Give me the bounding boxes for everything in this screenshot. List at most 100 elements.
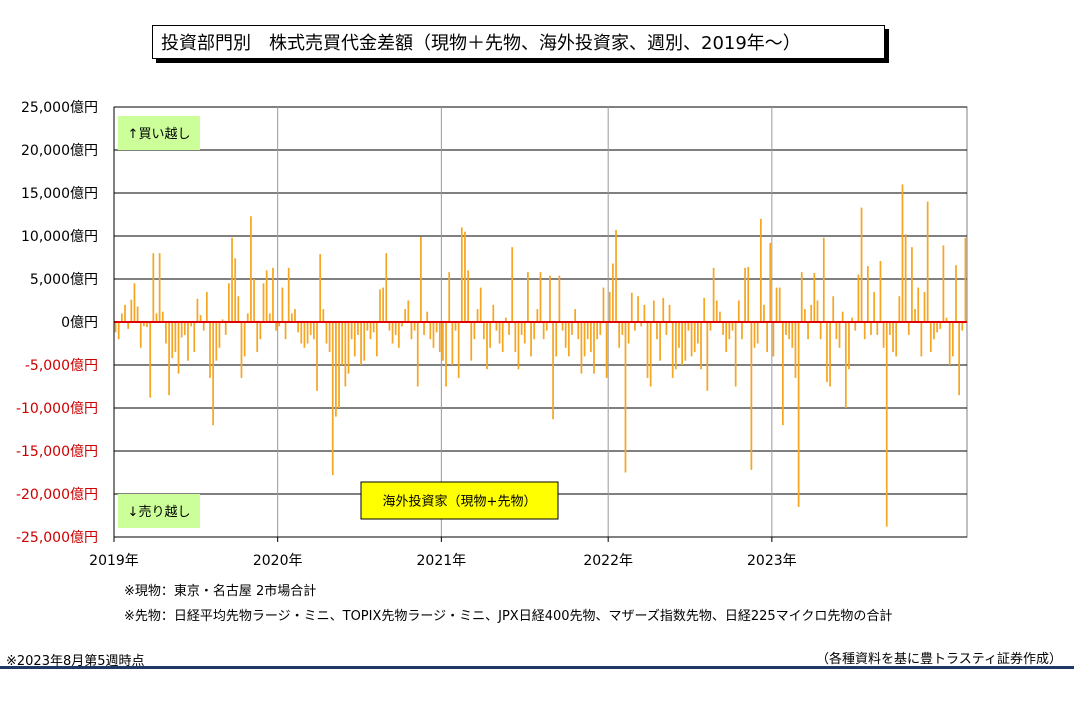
- bar: [917, 287, 920, 322]
- bar: [671, 322, 674, 378]
- bar: [492, 304, 495, 322]
- bar: [199, 315, 202, 322]
- bar: [284, 322, 287, 340]
- bar: [923, 291, 926, 322]
- bar: [832, 296, 835, 322]
- bar: [300, 322, 303, 344]
- chart-title: 投資部門別 株式売買代金差額（現物＋先物、海外投資家、週別、2019年～）: [161, 33, 801, 54]
- buy-annotation-box: [118, 116, 200, 150]
- bar: [860, 207, 863, 322]
- bar: [432, 322, 435, 348]
- bar: [769, 242, 772, 322]
- bar: [476, 309, 479, 322]
- bar: [372, 322, 375, 333]
- bar: [224, 322, 227, 335]
- bar: [423, 322, 425, 335]
- y-tick-label: -20,000億円: [16, 487, 98, 503]
- bar: [360, 322, 362, 365]
- bar: [442, 322, 444, 361]
- bar: [193, 322, 196, 353]
- bar: [542, 322, 545, 340]
- bar: [294, 309, 296, 322]
- bar: [287, 267, 290, 322]
- bar: [234, 258, 237, 322]
- bar: [533, 322, 536, 340]
- bar: [313, 322, 315, 340]
- bar: [926, 201, 929, 322]
- bar: [341, 322, 344, 365]
- bar: [687, 322, 690, 331]
- bar: [690, 322, 693, 357]
- bar: [958, 322, 960, 396]
- bar: [882, 322, 885, 348]
- bar: [873, 291, 876, 322]
- y-tick-label: 25,000億円: [21, 100, 98, 116]
- bar: [942, 245, 945, 322]
- bar: [577, 322, 580, 340]
- bar: [347, 322, 350, 374]
- bar: [933, 322, 935, 340]
- x-tick-label: 2022年: [583, 553, 633, 569]
- bar: [624, 322, 627, 473]
- bar: [719, 311, 721, 322]
- y-tick-label: 15,000億円: [21, 186, 98, 202]
- bar: [851, 317, 853, 322]
- bar: [272, 267, 274, 322]
- bar: [344, 322, 347, 387]
- bar: [130, 299, 133, 322]
- bar: [498, 322, 501, 344]
- bar: [429, 322, 432, 340]
- bar: [895, 322, 898, 357]
- bar: [756, 322, 759, 344]
- bar: [659, 322, 661, 361]
- bar: [407, 300, 410, 322]
- bar: [759, 218, 762, 322]
- bar: [171, 322, 174, 359]
- bar: [306, 322, 309, 344]
- bar: [357, 322, 359, 335]
- bar: [901, 184, 904, 322]
- bar: [209, 322, 211, 378]
- bar: [375, 322, 378, 357]
- bar: [580, 322, 583, 374]
- bar: [133, 283, 136, 322]
- bar: [684, 322, 687, 361]
- x-tick-label: 2021年: [417, 553, 467, 569]
- bar: [854, 322, 857, 331]
- note-futures: ※先物：日経平均先物ラージ・ミニ、TOPIX先物ラージ・ミニ、JPX日経400先…: [124, 609, 893, 624]
- x-tick-label: 2023年: [747, 553, 797, 569]
- bar: [231, 237, 233, 322]
- bar: [772, 322, 775, 357]
- bar: [382, 287, 384, 322]
- bar: [914, 309, 916, 322]
- bar: [221, 319, 224, 322]
- bar: [637, 296, 639, 322]
- bar: [876, 322, 879, 335]
- bar: [662, 297, 665, 322]
- bar: [127, 322, 130, 329]
- bar: [183, 322, 186, 335]
- bar: [813, 272, 816, 322]
- bar: [240, 322, 243, 378]
- bar: [700, 322, 702, 370]
- bar: [731, 322, 734, 331]
- bar: [652, 300, 655, 322]
- bar: [602, 287, 605, 322]
- y-tick-label: -5,000億円: [25, 358, 98, 374]
- bar: [590, 322, 592, 353]
- bar: [457, 322, 460, 378]
- bar: [243, 322, 246, 357]
- bar: [615, 229, 617, 322]
- bar: [404, 309, 407, 322]
- bar: [621, 322, 624, 335]
- bar: [325, 322, 328, 344]
- y-tick-label: 5,000億円: [30, 272, 98, 288]
- bar: [747, 266, 750, 322]
- bar: [715, 300, 718, 322]
- bar: [552, 322, 554, 420]
- bar: [391, 322, 394, 344]
- bar: [911, 247, 913, 322]
- bar: [955, 265, 957, 322]
- bar: [473, 322, 476, 340]
